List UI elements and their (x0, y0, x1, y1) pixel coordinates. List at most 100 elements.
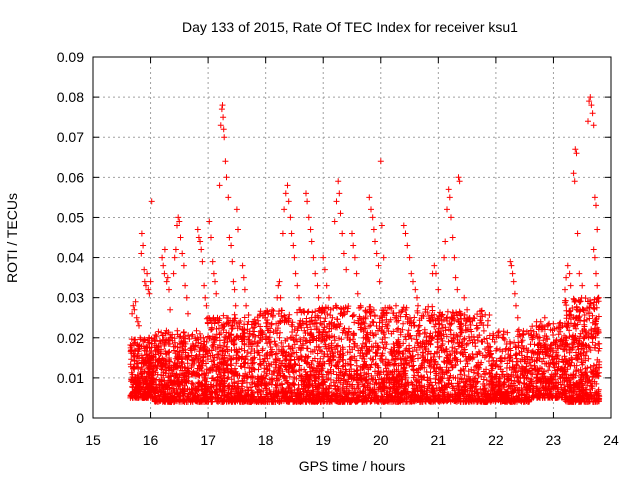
data-point (179, 398, 186, 405)
data-point (141, 347, 148, 354)
data-point (182, 353, 189, 360)
data-point (177, 340, 183, 347)
data-point (196, 379, 203, 386)
grid-lines (93, 57, 611, 418)
data-point (550, 320, 557, 327)
data-point (171, 359, 178, 366)
data-point (163, 382, 170, 389)
data-point (303, 315, 310, 322)
data-point (188, 364, 195, 371)
data-point (224, 338, 231, 345)
data-point (146, 361, 153, 368)
data-point (180, 329, 187, 336)
data-point (135, 364, 141, 371)
data-point (155, 358, 162, 364)
data-point (189, 331, 196, 338)
data-point (305, 308, 312, 315)
data-point (184, 385, 191, 392)
data-point (165, 373, 172, 380)
data-point (217, 369, 224, 376)
data-point (132, 374, 139, 381)
data-point (181, 374, 188, 381)
data-point (135, 387, 142, 394)
data-point (152, 338, 159, 345)
data-point (152, 332, 159, 338)
data-point (167, 396, 174, 403)
data-point (209, 342, 216, 349)
data-point (185, 391, 192, 398)
data-point (150, 369, 157, 376)
data-point (131, 390, 138, 397)
data-point (151, 395, 158, 402)
data-point (485, 317, 491, 324)
data-point (220, 312, 227, 319)
data-point (169, 331, 176, 338)
data-point (174, 331, 181, 338)
data-point (184, 377, 190, 384)
data-point (150, 354, 157, 361)
data-point (550, 332, 557, 338)
data-point (241, 360, 248, 367)
data-point (168, 364, 175, 371)
data-point (373, 350, 380, 357)
data-point (142, 337, 149, 344)
data-points (127, 94, 603, 405)
data-point (233, 360, 240, 367)
data-point (161, 377, 168, 384)
data-point (178, 359, 185, 366)
data-point (130, 352, 137, 359)
data-point (301, 309, 308, 316)
data-point (128, 356, 135, 363)
data-point (241, 314, 248, 321)
data-point (487, 343, 494, 350)
data-point (195, 355, 202, 362)
data-point (181, 343, 188, 350)
data-point (188, 389, 195, 396)
data-point (187, 347, 194, 354)
data-point (131, 354, 138, 360)
data-point (228, 362, 235, 369)
data-point (185, 378, 192, 385)
data-point (128, 391, 135, 398)
data-point (228, 347, 235, 353)
data-point (152, 386, 159, 393)
data-point (203, 338, 210, 345)
data-point (190, 370, 197, 377)
data-point (197, 330, 203, 337)
data-point (152, 348, 159, 355)
data-point (533, 318, 540, 325)
data-point (444, 308, 451, 315)
data-point (196, 348, 203, 355)
data-point (170, 385, 177, 392)
data-point (195, 398, 202, 405)
data-point (188, 380, 195, 387)
data-point (195, 372, 201, 379)
data-point (587, 364, 594, 371)
data-point (192, 395, 199, 402)
data-point (139, 370, 145, 377)
data-point (195, 383, 202, 390)
data-point (369, 318, 376, 325)
data-point (156, 396, 163, 403)
data-point (199, 396, 206, 403)
data-point (147, 355, 153, 362)
data-point (171, 339, 178, 346)
data-point (128, 363, 134, 370)
data-point (415, 302, 421, 309)
data-point (145, 339, 152, 346)
data-point (166, 367, 173, 374)
data-point (382, 334, 389, 341)
data-point (145, 389, 152, 396)
data-point (226, 335, 233, 341)
data-point (140, 380, 147, 387)
data-point (139, 374, 146, 380)
data-point (172, 350, 179, 357)
data-point (155, 328, 162, 335)
data-point (246, 365, 253, 372)
data-point (186, 336, 193, 342)
data-point (176, 397, 182, 404)
data-point (138, 343, 145, 350)
data-point (162, 351, 169, 358)
data-point (202, 372, 209, 379)
